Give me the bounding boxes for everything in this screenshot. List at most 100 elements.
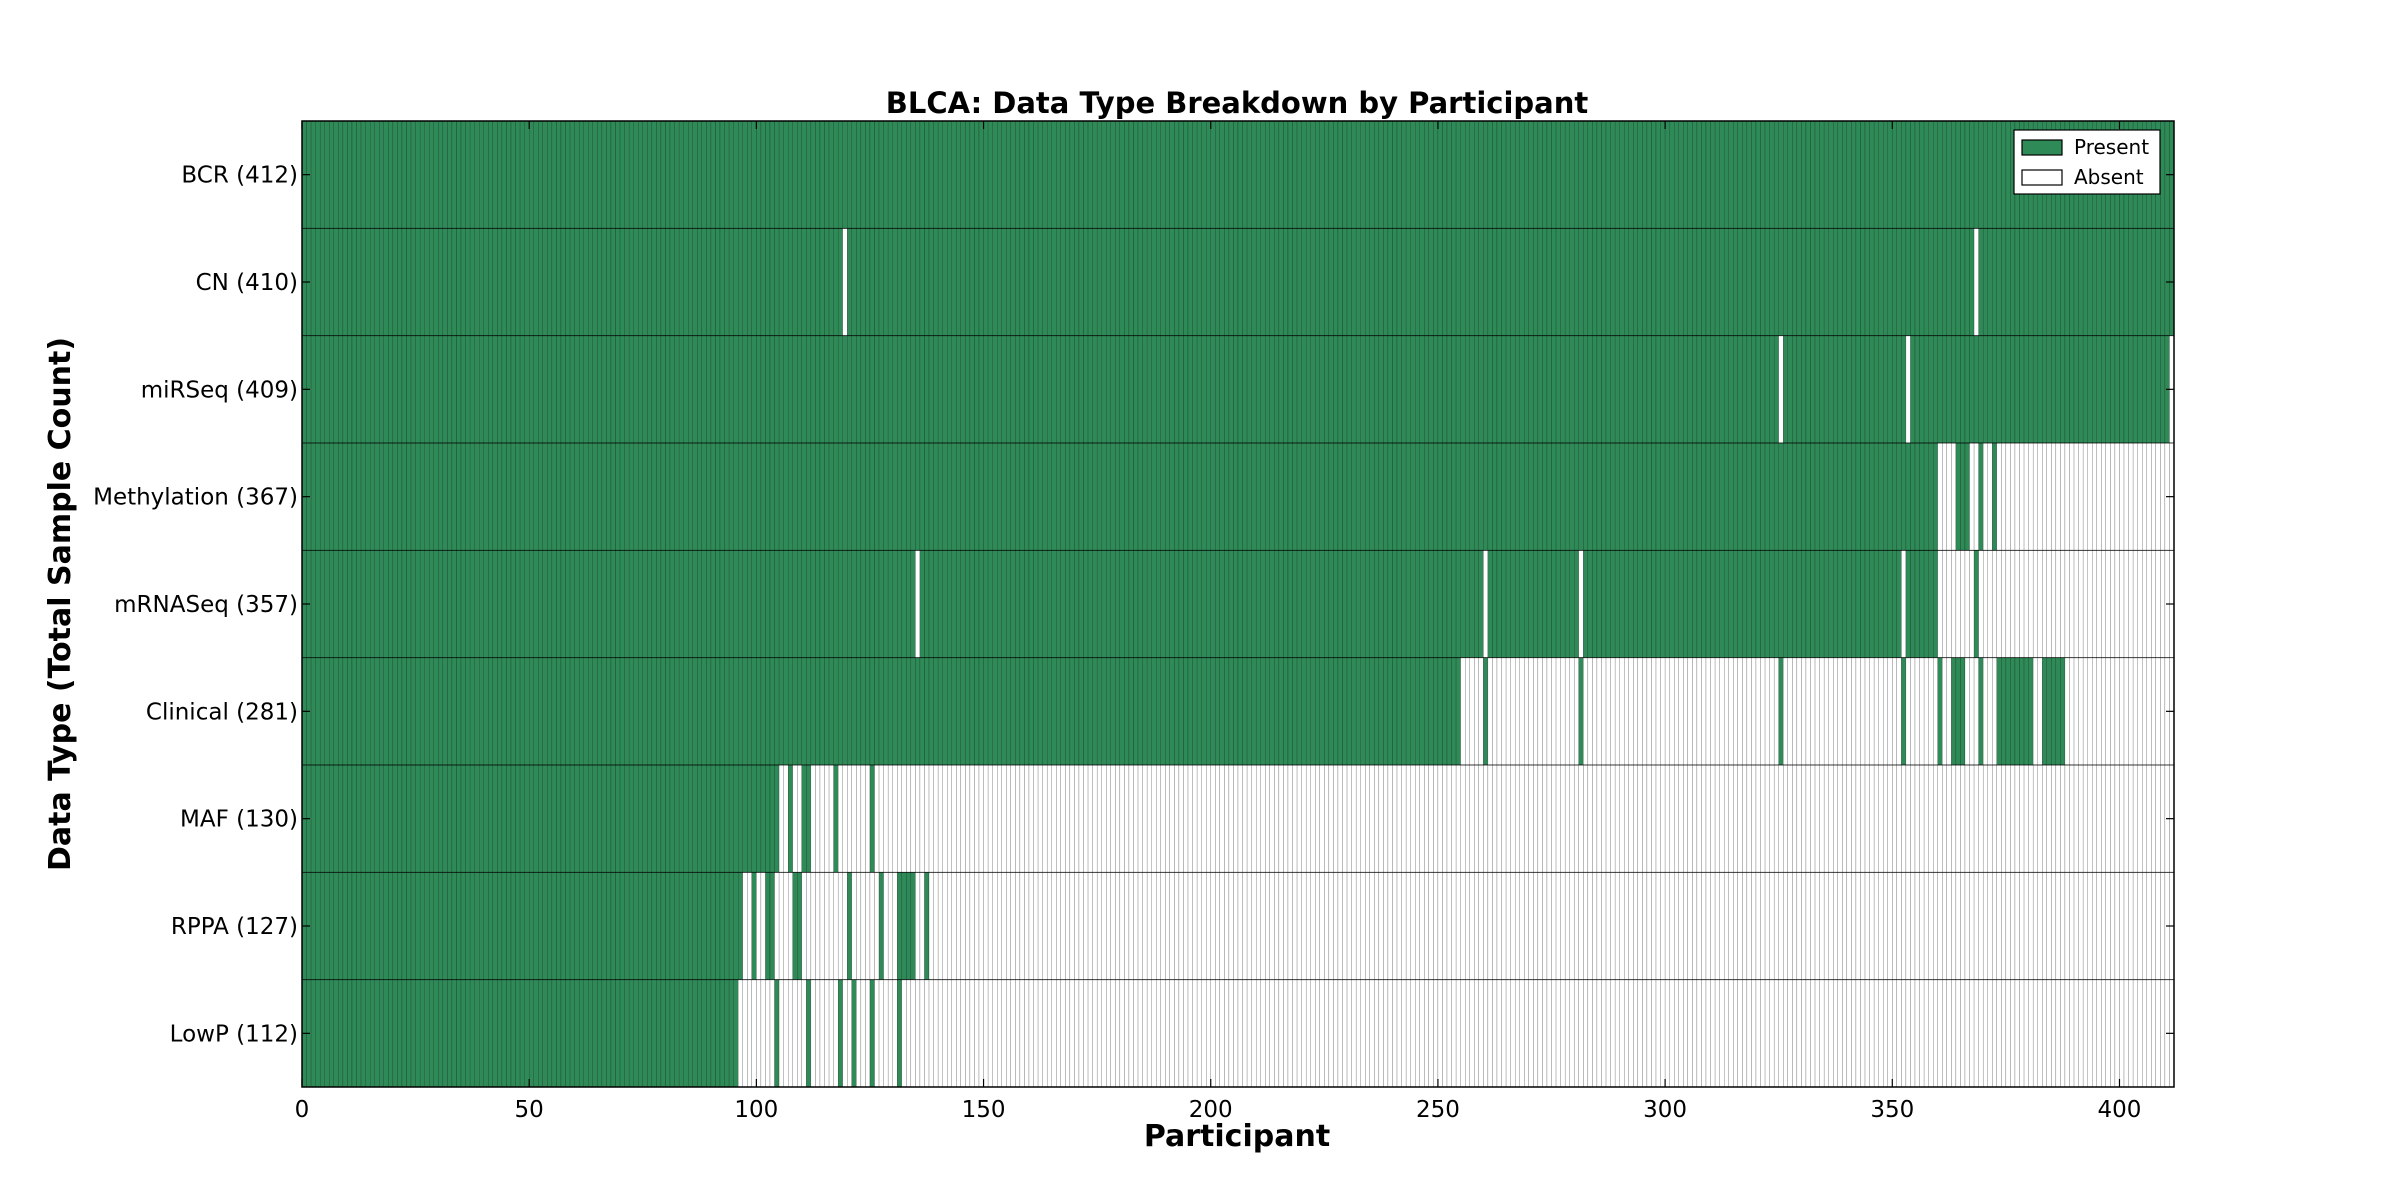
cell-present xyxy=(742,657,748,766)
cells-layer xyxy=(301,120,2175,1088)
cell-present xyxy=(383,550,389,658)
cell-absent xyxy=(1255,764,1261,873)
cell-absent xyxy=(1933,657,1938,766)
cell-present xyxy=(1987,335,1993,444)
cell-present xyxy=(1060,442,1066,551)
cell-absent xyxy=(787,979,793,1088)
cell-present xyxy=(1701,335,1707,444)
cell-present xyxy=(479,872,484,980)
cell-present xyxy=(1505,550,1511,658)
cell-present xyxy=(1383,228,1389,336)
cell-present xyxy=(1124,550,1130,658)
cell-absent xyxy=(1755,872,1761,980)
cell-present xyxy=(433,657,439,766)
cell-present xyxy=(488,764,494,873)
cell-present xyxy=(747,335,752,444)
cell-present xyxy=(419,872,425,980)
cell-absent xyxy=(2092,550,2097,658)
cell-present xyxy=(524,979,530,1088)
cell-present xyxy=(647,442,653,551)
cell-absent xyxy=(2142,442,2147,551)
cell-present xyxy=(342,442,348,551)
cell-present xyxy=(1869,120,1875,229)
cell-present xyxy=(2010,335,2016,444)
cell-present xyxy=(1455,335,1461,444)
cell-present xyxy=(474,335,480,444)
cell-present xyxy=(1465,120,1470,229)
cell-absent xyxy=(1928,657,1934,766)
cell-present xyxy=(356,550,362,658)
cell-present xyxy=(933,228,939,336)
cell-present xyxy=(1124,228,1130,336)
cell-present xyxy=(379,657,384,766)
cell-present xyxy=(338,764,344,873)
cell-absent xyxy=(2001,979,2007,1088)
cell-absent xyxy=(742,872,748,980)
cell-present xyxy=(542,120,548,229)
cell-absent xyxy=(1751,872,1757,980)
cell-absent xyxy=(1124,764,1130,873)
cell-present xyxy=(1206,657,1211,766)
cell-present xyxy=(1101,550,1107,658)
cell-present xyxy=(878,442,884,551)
cell-present xyxy=(1819,442,1825,551)
cell-present xyxy=(1569,228,1575,336)
cell-present xyxy=(1919,120,1925,229)
cell-present xyxy=(1678,550,1684,658)
cell-absent xyxy=(1737,872,1743,980)
cell-present xyxy=(438,442,444,551)
cell-present xyxy=(669,979,675,1088)
cell-present xyxy=(1110,228,1116,336)
cell-present xyxy=(2014,657,2020,766)
cell-present xyxy=(392,872,398,980)
cell-absent xyxy=(1519,764,1525,873)
cell-absent xyxy=(1764,764,1770,873)
cell-absent xyxy=(1901,764,1907,873)
cell-present xyxy=(1046,335,1052,444)
cell-present xyxy=(1823,228,1829,336)
cell-present xyxy=(483,764,489,873)
cell-absent xyxy=(887,872,893,980)
cell-present xyxy=(1242,335,1248,444)
cell-present xyxy=(1823,442,1829,551)
cell-present xyxy=(1233,335,1239,444)
cell-absent xyxy=(1201,872,1207,980)
cell-present xyxy=(1737,335,1743,444)
cell-present xyxy=(1764,228,1770,336)
cell-absent xyxy=(1555,872,1561,980)
cell-present xyxy=(833,657,839,766)
cell-absent xyxy=(1883,657,1888,766)
cell-absent xyxy=(1592,872,1598,980)
cell-present xyxy=(1960,442,1966,551)
cell-absent xyxy=(956,764,962,873)
cell-present xyxy=(356,228,362,336)
cell-present xyxy=(1010,228,1016,336)
cell-present xyxy=(1578,442,1584,551)
cell-absent xyxy=(1678,764,1684,873)
cell-present xyxy=(810,120,816,229)
cell-absent xyxy=(2123,550,2129,658)
cell-present xyxy=(438,657,444,766)
cell-present xyxy=(783,442,789,551)
cell-present xyxy=(1001,120,1007,229)
cell-absent xyxy=(1115,764,1121,873)
cell-absent xyxy=(1006,979,1011,1088)
cell-present xyxy=(506,550,512,658)
cell-absent xyxy=(1755,764,1761,873)
cell-present xyxy=(933,120,939,229)
cell-absent xyxy=(1746,657,1752,766)
cell-present xyxy=(1328,550,1334,658)
cell-absent xyxy=(1733,979,1738,1088)
cell-absent xyxy=(1846,979,1852,1088)
cell-absent xyxy=(2055,979,2061,1088)
cell-present xyxy=(1265,120,1270,229)
cell-present xyxy=(1614,550,1620,658)
cell-present xyxy=(1156,442,1161,551)
cell-absent xyxy=(1851,764,1857,873)
cell-present xyxy=(1274,228,1280,336)
cell-present xyxy=(1492,550,1498,658)
cell-present xyxy=(769,872,775,980)
cell-absent xyxy=(1410,764,1416,873)
cell-absent xyxy=(1946,872,1952,980)
cell-present xyxy=(1519,335,1525,444)
